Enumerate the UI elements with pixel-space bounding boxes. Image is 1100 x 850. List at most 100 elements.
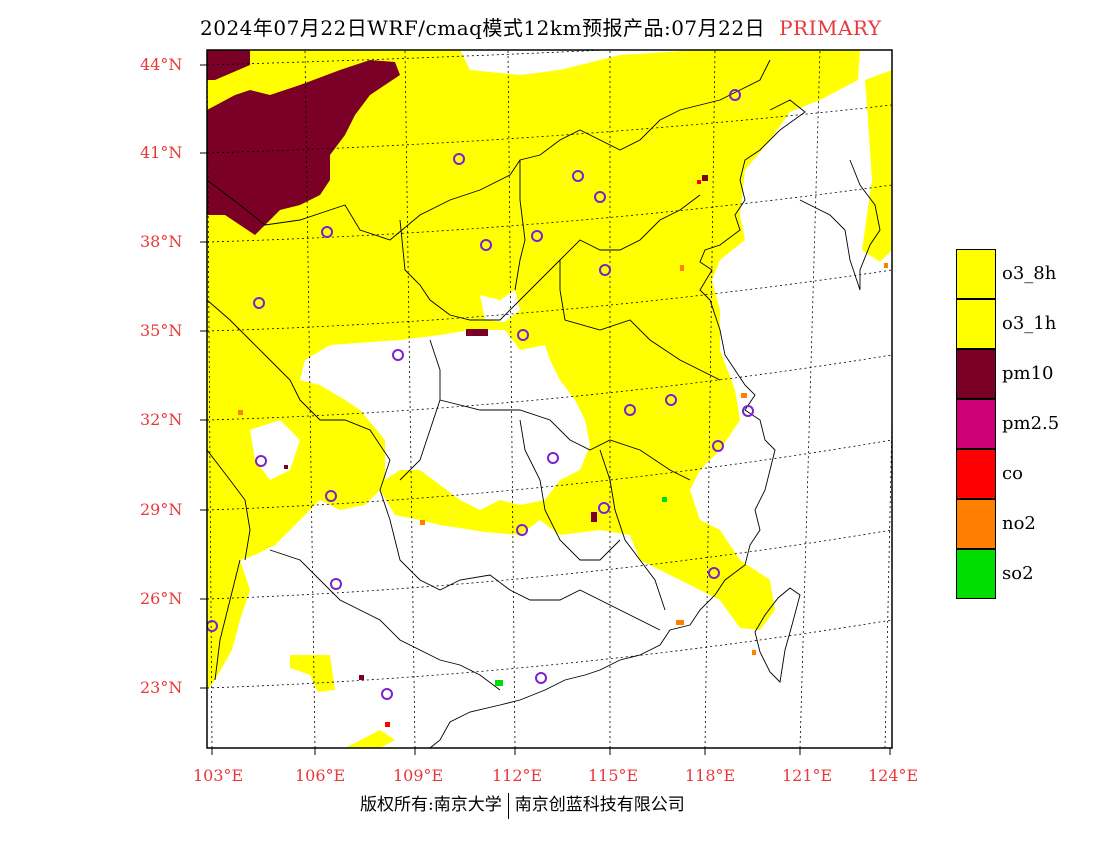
no2-spot [741, 393, 747, 398]
lon-label: 121°E [782, 766, 833, 785]
lon-label: 115°E [588, 766, 639, 785]
circle-city-icon [453, 153, 465, 165]
lat-label: 23°N [140, 678, 183, 697]
pm10-spot [591, 512, 597, 522]
pm10-spot [466, 329, 488, 336]
legend-swatch [956, 549, 996, 599]
lat-label: 35°N [140, 321, 183, 340]
map-title: 2024年07月22日WRF/cmaq模式12km预报产品:07月22日 PRIM… [200, 12, 882, 41]
so2-spot [662, 497, 667, 502]
lat-label: 26°N [140, 589, 183, 608]
circle-city-icon [742, 405, 754, 417]
lat-label: 38°N [140, 232, 183, 251]
circle-city-icon [516, 524, 528, 536]
boundaries [207, 59, 881, 748]
lat-line-35 [207, 269, 892, 332]
legend-swatch [956, 499, 996, 549]
no2-spot [238, 410, 243, 415]
credit-right: 南京创蓝科技有限公司 [514, 795, 685, 815]
legend-label: co [1002, 463, 1023, 484]
lon-label: 124°E [868, 766, 919, 785]
legend-label: pm10 [1002, 363, 1054, 384]
axis-ticks [200, 64, 891, 755]
so2-spot [495, 680, 503, 686]
lat-label: 41°N [140, 143, 183, 162]
lon-line-118 [704, 50, 716, 748]
pm10-region [207, 50, 400, 235]
circle-city-icon [381, 688, 393, 700]
lon-label: 109°E [393, 766, 444, 785]
lon-label: 118°E [685, 766, 736, 785]
circle-city-icon [517, 329, 529, 341]
circle-city-icon [708, 567, 720, 579]
circle-city-icon [531, 230, 543, 242]
circle-city-icon [325, 490, 337, 502]
circle-city-icon [321, 226, 333, 238]
clear-area-north [480, 290, 520, 322]
title-text: 2024年07月22日WRF/cmaq模式12km预报产品:07月22日 [200, 16, 766, 40]
lon-label: 106°E [295, 766, 346, 785]
map-canvas [207, 50, 892, 748]
pm10-spot [284, 465, 288, 469]
circle-city-icon [729, 89, 741, 101]
lon-label: 103°E [193, 766, 244, 785]
circle-city-icon [480, 239, 492, 251]
co-spot [697, 180, 701, 184]
no2-spot [680, 265, 684, 271]
lat-line-26 [207, 529, 892, 600]
taiwan-outline [754, 587, 801, 683]
city-markers [207, 89, 754, 700]
credit-line: 版权所有:南京大学 南京创蓝科技有限公司 [360, 790, 685, 819]
clear-area-center [300, 330, 590, 510]
lat-label: 32°N [140, 410, 183, 429]
circle-city-icon [535, 672, 547, 684]
no2-spot [752, 650, 756, 655]
o3-northeast-region [862, 70, 892, 262]
lon-line-121 [799, 50, 821, 748]
legend-label: pm2.5 [1002, 413, 1060, 434]
lon-line-112 [507, 50, 516, 748]
no2-spot [676, 620, 684, 625]
map-frame [206, 49, 893, 749]
circle-city-icon [572, 170, 584, 182]
legend-label: so2 [1002, 563, 1034, 584]
circle-city-icon [392, 349, 404, 361]
lon-line-124 [884, 419, 892, 748]
circle-city-icon [594, 191, 606, 203]
province-lines [207, 59, 771, 691]
korea-outline [799, 159, 881, 291]
pm10-spot [359, 675, 364, 680]
circle-city-icon [255, 455, 267, 467]
legend-label: o3_8h [1002, 263, 1057, 284]
circle-city-icon [207, 620, 218, 632]
pm10-spot [702, 175, 708, 181]
no2-spot [420, 520, 425, 525]
circle-city-icon [624, 404, 636, 416]
legend-swatch [956, 399, 996, 449]
legend-swatch [956, 349, 996, 399]
legend-label: o3_1h [1002, 313, 1057, 334]
circle-city-icon [599, 264, 611, 276]
legend-label: no2 [1002, 513, 1036, 534]
o3-coast-patch [345, 730, 395, 748]
co-spot [385, 722, 390, 727]
pollutant-type: PRIMARY [779, 16, 882, 40]
credit-left: 版权所有:南京大学 [360, 795, 502, 815]
lat-line-32 [207, 354, 892, 421]
circle-city-icon [665, 394, 677, 406]
circle-city-icon [712, 440, 724, 452]
circle-city-icon [330, 578, 342, 590]
circle-city-icon [547, 452, 559, 464]
lon-label: 112°E [492, 766, 543, 785]
circle-city-icon [598, 502, 610, 514]
legend-swatch [956, 449, 996, 499]
lon-line-106 [304, 50, 316, 748]
lat-label: 44°N [140, 55, 183, 74]
lon-line-109 [404, 50, 416, 748]
lat-line-23 [207, 619, 892, 689]
legend-swatch [956, 299, 996, 349]
circle-city-icon [253, 297, 265, 309]
coastline [429, 99, 806, 748]
credit-separator [507, 792, 509, 819]
